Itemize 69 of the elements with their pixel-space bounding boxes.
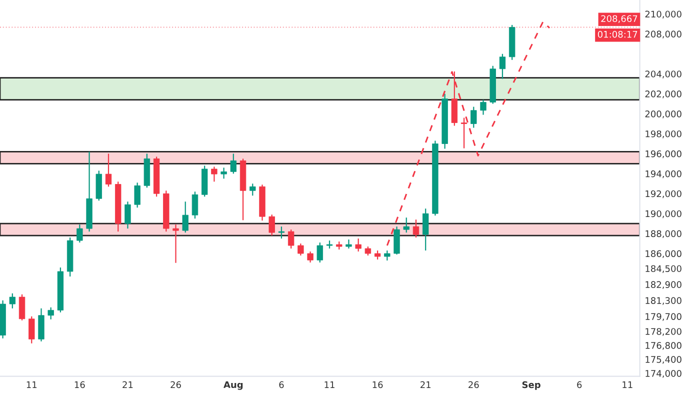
y-tick-label: 202,000: [645, 90, 682, 98]
ref-line-label: 208,667: [601, 15, 638, 23]
y-tick-label: 190,000: [646, 210, 682, 218]
candlestick: [76, 224, 83, 244]
candlestick: [9, 292, 16, 309]
x-tick-label: 11: [622, 381, 632, 388]
candlestick: [38, 308, 44, 342]
y-tick-label: 200,000: [645, 110, 682, 118]
candlestick: [499, 53, 506, 80]
y-tick-label: 176,800: [646, 342, 682, 350]
x-tick-label: 16: [372, 381, 383, 388]
x-tick-label: 26: [170, 381, 181, 388]
candlestick: [346, 238, 352, 250]
candlestick: [105, 153, 112, 188]
candlestick: [172, 224, 179, 264]
candlestick: [316, 242, 323, 264]
candlestick: [451, 70, 458, 126]
y-tick-label: 178,200: [646, 328, 682, 336]
candlestick: [403, 217, 410, 234]
x-tick-label: 21: [122, 381, 133, 388]
y-tick-label: 184,500: [646, 265, 682, 273]
candlestick: [124, 201, 131, 230]
x-tick-label: 11: [26, 381, 37, 388]
candlestick: [220, 167, 227, 180]
x-tick-label: 16: [74, 381, 85, 388]
y-tick-label: 186,000: [646, 250, 682, 258]
candlestick: [288, 229, 294, 250]
candlestick: [412, 219, 420, 238]
candlestick: [211, 166, 218, 182]
y-tick-label: 204,000: [645, 70, 682, 78]
y-tick-label: 188,000: [646, 230, 682, 238]
y-tick-label: 210,000: [645, 10, 682, 18]
candlestick: [182, 201, 188, 234]
candlestick: [28, 316, 35, 344]
candlestick: [134, 182, 140, 208]
candlestick: [394, 226, 400, 256]
y-tick-label: 174,000: [646, 370, 682, 378]
candlestick: [460, 117, 468, 149]
x-tick-label: 21: [420, 381, 431, 388]
candlestick: [422, 208, 429, 252]
x-tick-label: Sep: [522, 381, 540, 390]
candlestick: [355, 238, 362, 252]
candlestick: [307, 250, 314, 264]
candlestick: [268, 214, 275, 236]
y-tick-label: 179,700: [646, 313, 682, 321]
candlestick: [278, 226, 285, 240]
candlestick: [250, 183, 256, 196]
candlestick: [192, 191, 198, 220]
y-tick-label: 198,000: [646, 130, 682, 138]
y-tick-label: 194,000: [646, 170, 682, 178]
x-tick-label: 11: [324, 381, 334, 388]
x-tick-label: 26: [468, 381, 479, 388]
y-tick-label: 175,400: [646, 356, 682, 364]
candlestick: [230, 153, 237, 174]
x-tick-label: Aug: [224, 381, 243, 390]
candlestick: [18, 294, 26, 321]
y-tick-label: 182,900: [646, 281, 682, 289]
candlestick: [384, 250, 390, 262]
candlestick: [298, 242, 304, 256]
y-tick-label: 192,000: [646, 190, 682, 198]
x-tick-label: 6: [279, 381, 284, 388]
y-tick-label: 208,000: [645, 30, 682, 38]
candlestick: [470, 106, 477, 128]
x-tick-label: 6: [577, 381, 582, 388]
y-tick-label: 181,300: [646, 297, 682, 305]
y-tick-label: 196,000: [646, 150, 682, 158]
annotation: 01:08:17: [598, 30, 638, 38]
candlestick: [48, 306, 54, 320]
candlestick: [480, 99, 486, 116]
